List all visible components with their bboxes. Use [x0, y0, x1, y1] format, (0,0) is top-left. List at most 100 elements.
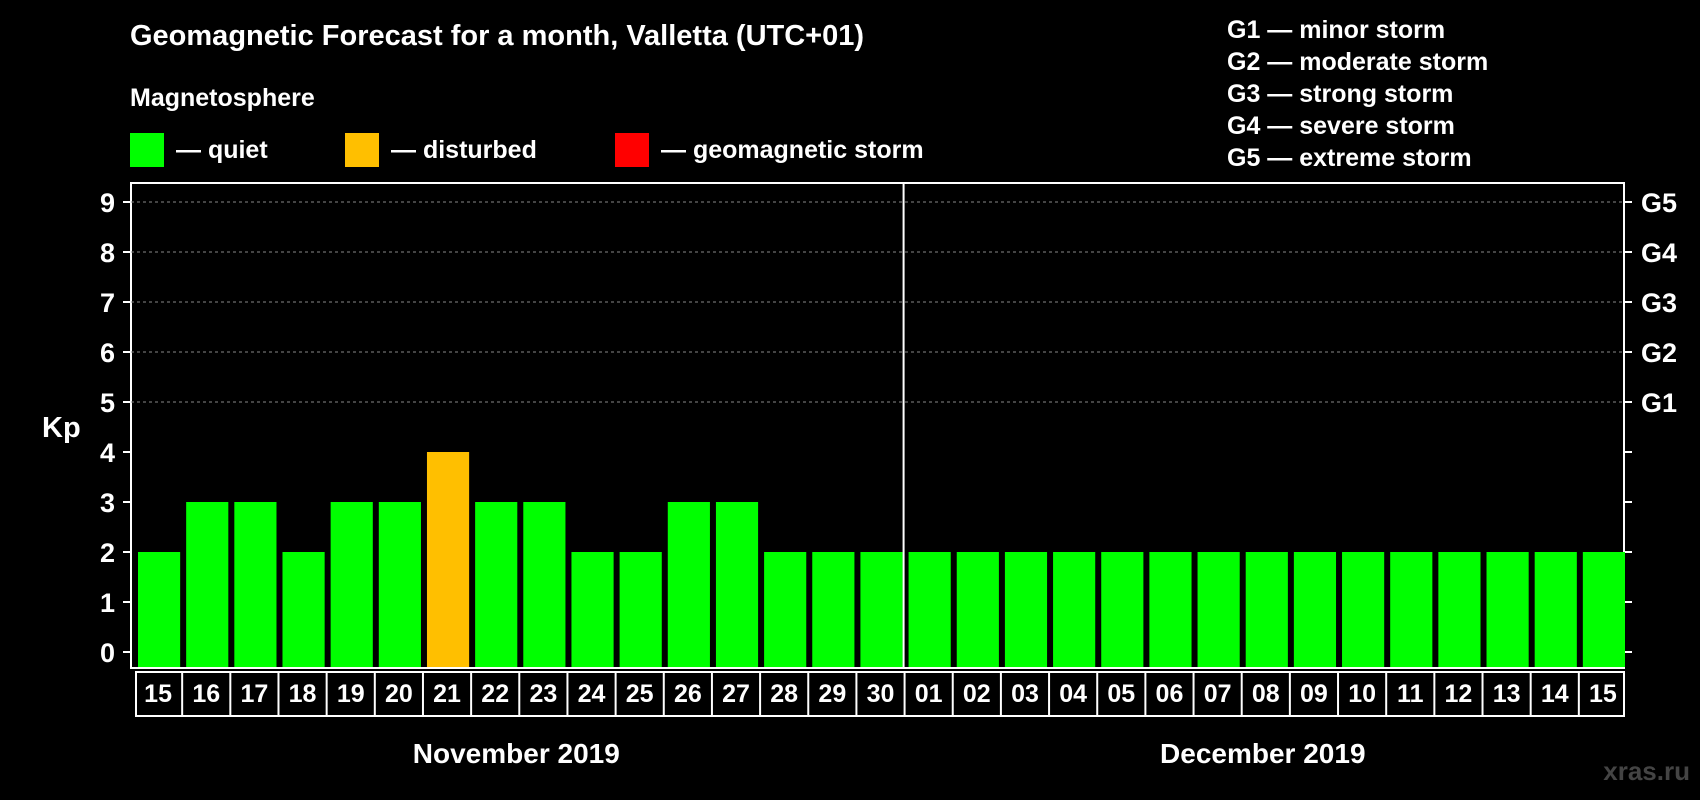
storm-scale-g5: G5 — extreme storm — [1227, 144, 1472, 172]
y-tick-label: 8 — [100, 238, 115, 268]
storm-scale-g4: G4 — severe storm — [1227, 112, 1455, 140]
bar — [1053, 552, 1096, 667]
bar — [475, 502, 518, 667]
storm-scale-legend: G1 — minor storm G2 — moderate storm G3 … — [1227, 14, 1488, 174]
legend-disturbed-swatch — [345, 133, 379, 167]
x-tick-label: 13 — [1493, 680, 1521, 708]
x-tick-label: 18 — [289, 680, 317, 708]
bar — [1245, 552, 1288, 667]
storm-scale-g1: G1 — minor storm — [1227, 16, 1446, 44]
y-tick-label: 3 — [100, 488, 115, 518]
x-tick-label: 14 — [1541, 680, 1569, 708]
x-tick-label: 22 — [481, 680, 509, 708]
y-tick-label: 2 — [100, 538, 115, 568]
watermark: xras.ru — [1603, 756, 1690, 786]
g-scale-label: G1 — [1641, 388, 1677, 418]
x-tick-label: 08 — [1252, 680, 1280, 708]
y-axis-label: Kp — [42, 412, 81, 444]
bar — [523, 502, 566, 667]
x-tick-label: 15 — [144, 680, 172, 708]
x-tick-label: 11 — [1397, 680, 1424, 708]
x-tick-label: 15 — [1589, 680, 1617, 708]
bar — [138, 552, 181, 667]
y-tick-label: 1 — [100, 588, 115, 618]
y-tick-label: 9 — [100, 188, 115, 218]
legend-storm-label: — geomagnetic storm — [661, 135, 924, 164]
x-tick-label: 07 — [1204, 680, 1232, 708]
x-tick-label: 17 — [240, 680, 268, 708]
bar — [1149, 552, 1192, 667]
bar — [908, 552, 951, 667]
x-tick-label: 04 — [1059, 680, 1087, 708]
x-tick-label: 19 — [337, 680, 365, 708]
storm-scale-g3: G3 — strong storm — [1227, 80, 1454, 108]
month-label: November 2019 — [413, 738, 620, 769]
legend-quiet-label: — quiet — [176, 135, 268, 164]
legend-disturbed-label: — disturbed — [391, 135, 537, 164]
bar — [1438, 552, 1481, 667]
x-tick-label: 27 — [722, 680, 750, 708]
bar — [715, 502, 759, 667]
x-tick-label: 26 — [674, 680, 702, 708]
bar — [234, 502, 277, 667]
x-tick-label: 06 — [1156, 680, 1184, 708]
x-tick-label: 24 — [578, 680, 606, 708]
y-tick-label: 6 — [100, 338, 115, 368]
y-tick-label: 7 — [100, 288, 115, 318]
y-tick-label: 4 — [100, 438, 115, 468]
g-scale-label: G4 — [1641, 238, 1677, 268]
bar — [1390, 552, 1433, 667]
x-tick-label: 25 — [626, 680, 654, 708]
x-tick-label: 30 — [867, 680, 895, 708]
bar — [667, 502, 710, 667]
legend-quiet-swatch — [130, 133, 164, 167]
bar — [1486, 552, 1529, 667]
y-tick-label: 5 — [100, 388, 115, 418]
x-tick-label: 29 — [818, 680, 846, 708]
x-tick-label: 20 — [385, 680, 413, 708]
storm-scale-g2: G2 — moderate storm — [1227, 48, 1489, 76]
x-tick-label: 16 — [192, 680, 220, 708]
bar — [186, 502, 229, 667]
g-scale-label: G3 — [1641, 288, 1677, 318]
bar — [812, 552, 855, 667]
y-tick-label: 0 — [100, 638, 115, 668]
legend-disturbed: — disturbed — [345, 133, 537, 167]
month-label: December 2019 — [1160, 738, 1365, 769]
chart-subtitle: Magnetosphere — [130, 84, 315, 112]
chart-title: Geomagnetic Forecast for a month, Vallet… — [130, 20, 865, 52]
x-tick-label: 02 — [963, 680, 991, 708]
plot-frame — [130, 182, 1625, 669]
bar — [282, 552, 325, 667]
bar — [1342, 552, 1385, 667]
x-tick-label: 05 — [1107, 680, 1135, 708]
x-tick-label: 03 — [1011, 680, 1039, 708]
g-scale-label: G2 — [1641, 338, 1677, 368]
bar — [330, 502, 373, 667]
day-label-frame — [135, 671, 1625, 717]
bar — [764, 552, 807, 667]
bar — [426, 452, 470, 667]
bar — [619, 552, 662, 667]
bar — [1534, 552, 1577, 667]
bar — [956, 552, 999, 667]
bar — [1197, 552, 1240, 667]
legend-quiet: — quiet — [130, 133, 268, 167]
bar — [571, 552, 614, 667]
legend-storm-swatch — [615, 133, 649, 167]
x-tick-label: 01 — [915, 680, 943, 708]
legend-storm: — geomagnetic storm — [615, 133, 924, 167]
bar — [860, 552, 903, 667]
x-tick-label: 23 — [529, 680, 557, 708]
bar — [1582, 552, 1625, 667]
x-tick-label: 21 — [433, 680, 461, 708]
bar — [378, 502, 421, 667]
g-scale-label: G5 — [1641, 188, 1677, 218]
bar — [1293, 552, 1337, 667]
bar — [1101, 552, 1144, 667]
x-tick-label: 28 — [770, 680, 798, 708]
x-tick-label: 12 — [1445, 680, 1473, 708]
bar — [1004, 552, 1048, 667]
x-tick-label: 10 — [1348, 680, 1376, 708]
